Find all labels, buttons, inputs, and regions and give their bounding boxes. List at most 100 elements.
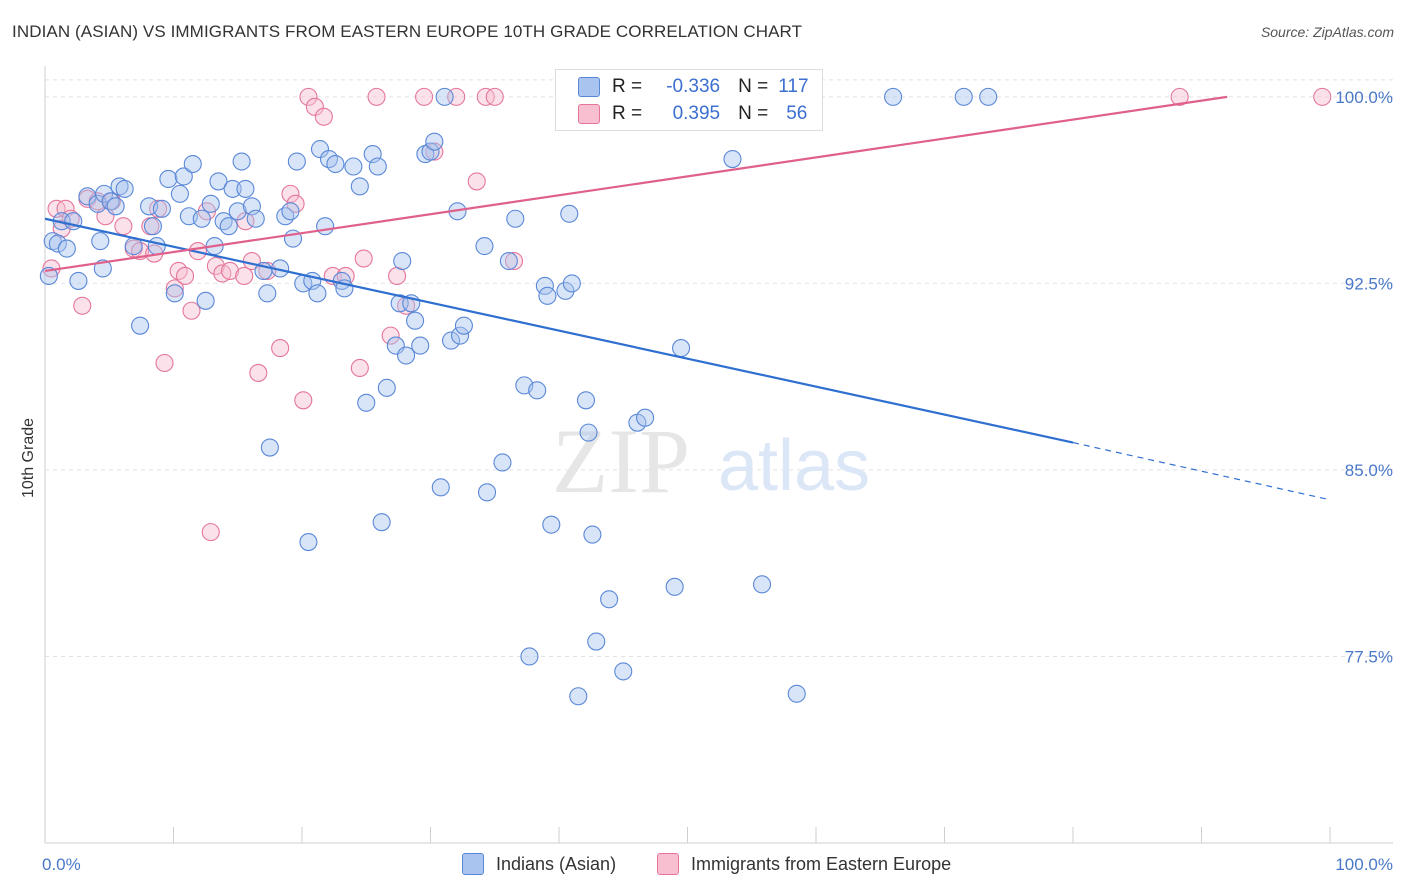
legend-n-label: N =	[738, 76, 769, 97]
data-point	[110, 177, 129, 196]
data-point	[101, 192, 120, 211]
data-point	[636, 408, 655, 427]
data-point	[367, 87, 386, 106]
trend-lines	[44, 95, 1331, 501]
data-point	[314, 107, 333, 126]
data-point	[499, 251, 518, 271]
data-point	[115, 179, 134, 198]
data-point	[271, 339, 290, 358]
data-point	[310, 140, 330, 159]
data-point	[249, 363, 268, 382]
data-point	[143, 217, 162, 236]
data-point	[192, 209, 211, 228]
legend-r-value: 0.395	[672, 103, 721, 124]
data-point	[454, 316, 473, 335]
data-point	[587, 632, 606, 651]
bottom-legend-swatch-blue	[462, 853, 484, 875]
data-point	[377, 378, 396, 397]
data-point	[165, 284, 184, 303]
bottom-legend-label: Indians (Asian)	[496, 853, 617, 874]
legend-r-label: R =	[612, 76, 643, 97]
data-point	[493, 453, 512, 472]
bottom-legend-label: Immigrants from Eastern Europe	[691, 853, 952, 874]
source-credit: Source: ZipAtlas.com	[1260, 24, 1394, 40]
data-point	[752, 575, 772, 594]
data-point	[368, 157, 387, 176]
data-point	[1170, 87, 1189, 106]
trend-line-eastern-europe	[44, 95, 1228, 273]
data-point	[435, 87, 454, 106]
x-tick-label-0: 0.0%	[42, 855, 81, 874]
legend-row-eastern-europe: R = 0.395 N = 56	[578, 101, 807, 127]
data-point	[560, 204, 579, 223]
correlation-legend: R = -0.336 N = 117 R = 0.395 N = 56	[555, 69, 823, 131]
data-point	[350, 177, 369, 196]
data-point	[354, 249, 373, 268]
data-point	[281, 202, 300, 221]
data-point	[372, 513, 391, 532]
data-point	[614, 662, 633, 681]
legend-n-value: 117	[778, 76, 809, 97]
trend-line-indians-extension	[1072, 441, 1331, 501]
data-point	[93, 259, 112, 278]
data-point	[43, 232, 62, 251]
data-point	[159, 169, 178, 188]
watermark-zip: ZIP	[552, 410, 690, 512]
data-point	[672, 339, 691, 358]
data-point	[787, 684, 806, 703]
data-point	[165, 279, 184, 298]
data-point	[131, 316, 150, 335]
data-point	[520, 647, 539, 666]
axes	[44, 66, 1393, 844]
data-point	[979, 87, 998, 106]
legend-swatch-pink	[578, 104, 600, 124]
data-point	[562, 274, 581, 293]
data-point	[174, 167, 193, 186]
y-tick-label: 85.0%	[1345, 461, 1393, 480]
data-point	[397, 346, 416, 365]
data-point	[393, 251, 412, 271]
data-point	[576, 391, 596, 410]
data-point	[556, 281, 575, 300]
data-point	[206, 256, 225, 276]
data-point	[294, 391, 313, 410]
data-point	[276, 207, 295, 226]
data-point	[147, 237, 166, 256]
data-point	[542, 515, 561, 534]
y-tick-label: 77.5%	[1345, 647, 1393, 666]
data-point	[236, 179, 255, 198]
data-point	[451, 326, 470, 345]
data-point	[73, 296, 92, 315]
data-point	[506, 209, 525, 228]
data-point	[228, 202, 247, 221]
y-axis-title: 10th Grade	[20, 418, 37, 498]
data-point	[220, 261, 240, 281]
data-point	[106, 197, 125, 216]
data-point	[357, 393, 376, 412]
data-point	[425, 132, 444, 151]
data-point	[467, 172, 486, 191]
data-point	[232, 152, 251, 171]
data-point	[69, 271, 88, 290]
data-point	[152, 199, 171, 218]
data-point	[477, 483, 497, 502]
data-point	[299, 533, 318, 552]
data-point	[299, 87, 318, 106]
data-point	[260, 438, 279, 457]
data-point	[287, 152, 306, 171]
data-point	[431, 478, 450, 497]
data-point	[350, 358, 369, 378]
legend-r-value: -0.336	[666, 76, 721, 97]
data-point	[48, 234, 67, 253]
data-point	[170, 184, 189, 203]
legend-swatch-blue	[578, 77, 600, 97]
data-point	[416, 145, 435, 164]
data-point	[91, 232, 110, 251]
y-tick-label: 100.0%	[1335, 88, 1393, 107]
data-point	[155, 353, 174, 373]
x-tick-label-100: 100.0%	[1335, 855, 1393, 874]
data-point	[246, 209, 265, 228]
legend-n-value: 56	[786, 103, 808, 124]
bottom-legend-swatch-pink	[657, 853, 679, 875]
data-point	[1313, 87, 1332, 106]
